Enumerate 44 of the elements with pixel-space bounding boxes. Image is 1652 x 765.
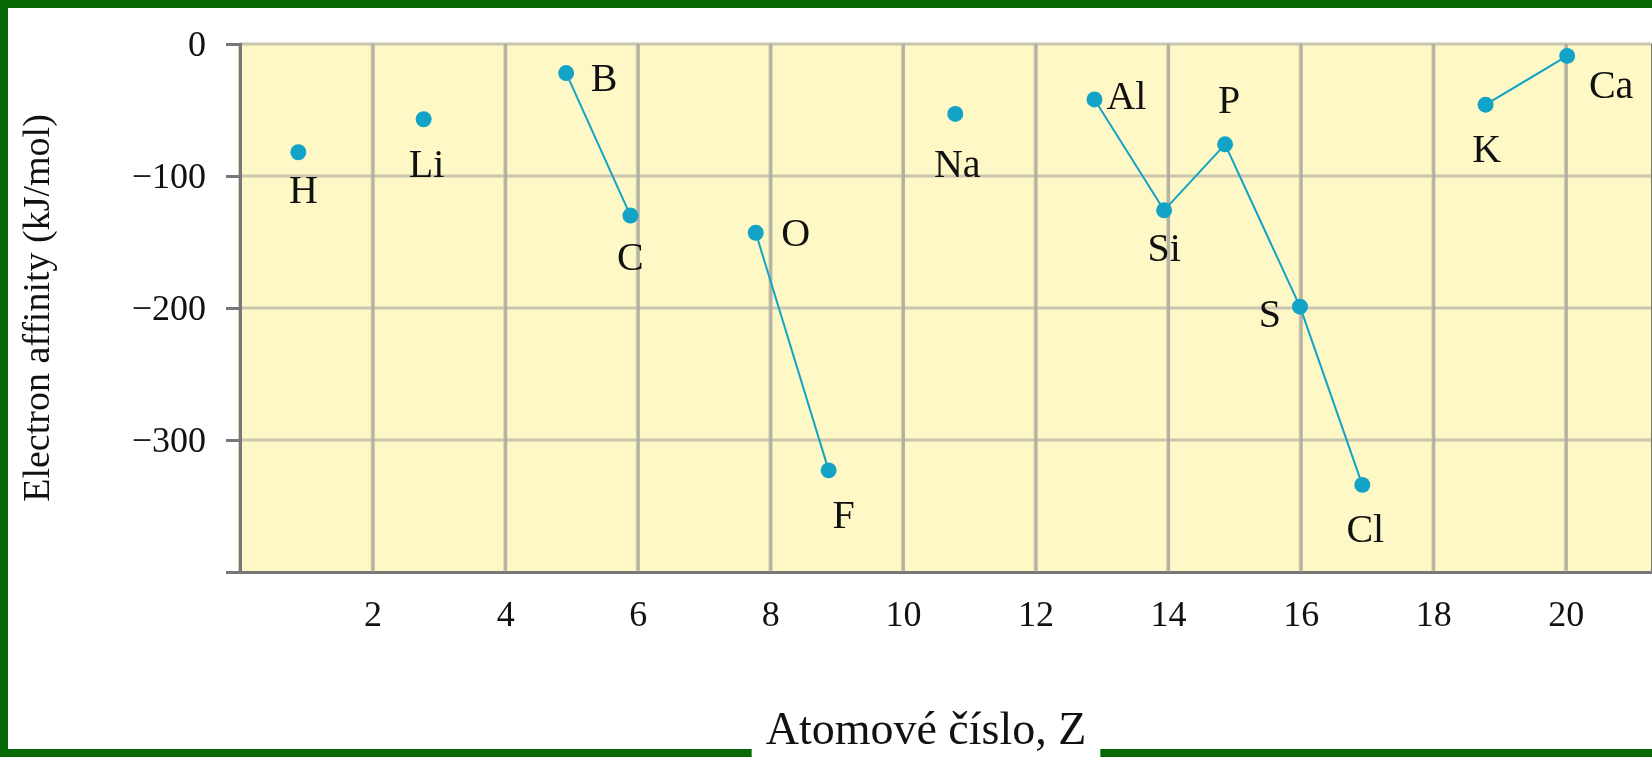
point: [415, 111, 432, 128]
annotation: F: [832, 491, 855, 537]
annotation: O: [781, 209, 811, 255]
y-tick-label: 0: [188, 24, 206, 65]
x-tick-label: 6: [629, 593, 648, 634]
point: [558, 65, 575, 81]
annotation: P: [1217, 77, 1241, 123]
point: [1292, 298, 1308, 315]
annotation: Si: [1147, 225, 1181, 271]
point: [290, 144, 307, 161]
annotation: H: [288, 167, 318, 213]
annotation: Al: [1106, 72, 1147, 118]
y-tick-label: −200: [131, 288, 206, 329]
point: [1217, 136, 1234, 153]
y-axis-title: Electron affinity (kJ/mol): [14, 114, 58, 502]
x-tick-label: 2: [364, 593, 383, 634]
annotation: Cl: [1346, 506, 1385, 552]
point: [1354, 476, 1371, 493]
annotation: Ca: [1588, 62, 1634, 108]
point: [1559, 47, 1576, 64]
x-tick-label: 20: [1548, 593, 1585, 634]
x-tick-label: 8: [761, 593, 780, 634]
x-axis-title: Atomové číslo, Z: [765, 702, 1087, 754]
annotation: S: [1258, 290, 1282, 336]
point: [947, 106, 964, 122]
point: [1156, 202, 1173, 219]
x-tick-label: 18: [1415, 593, 1452, 634]
x-tick-label: 10: [885, 593, 922, 634]
annotation: Li: [408, 141, 445, 187]
point: [622, 207, 639, 224]
x-tick-label: 4: [496, 593, 515, 634]
annotation: K: [1472, 125, 1502, 171]
point: [820, 462, 837, 479]
annotation: Na: [933, 141, 981, 187]
y-tick-label: −300: [131, 420, 206, 461]
point: [1477, 96, 1494, 113]
annotation: C: [617, 233, 644, 279]
x-tick-label: 14: [1150, 593, 1187, 634]
x-tick-label: 12: [1017, 593, 1054, 634]
point: [1086, 91, 1103, 108]
point: [747, 224, 764, 241]
x-tick-label: 16: [1283, 593, 1320, 634]
annotation: B: [590, 55, 618, 101]
y-tick-label: −100: [131, 156, 206, 197]
